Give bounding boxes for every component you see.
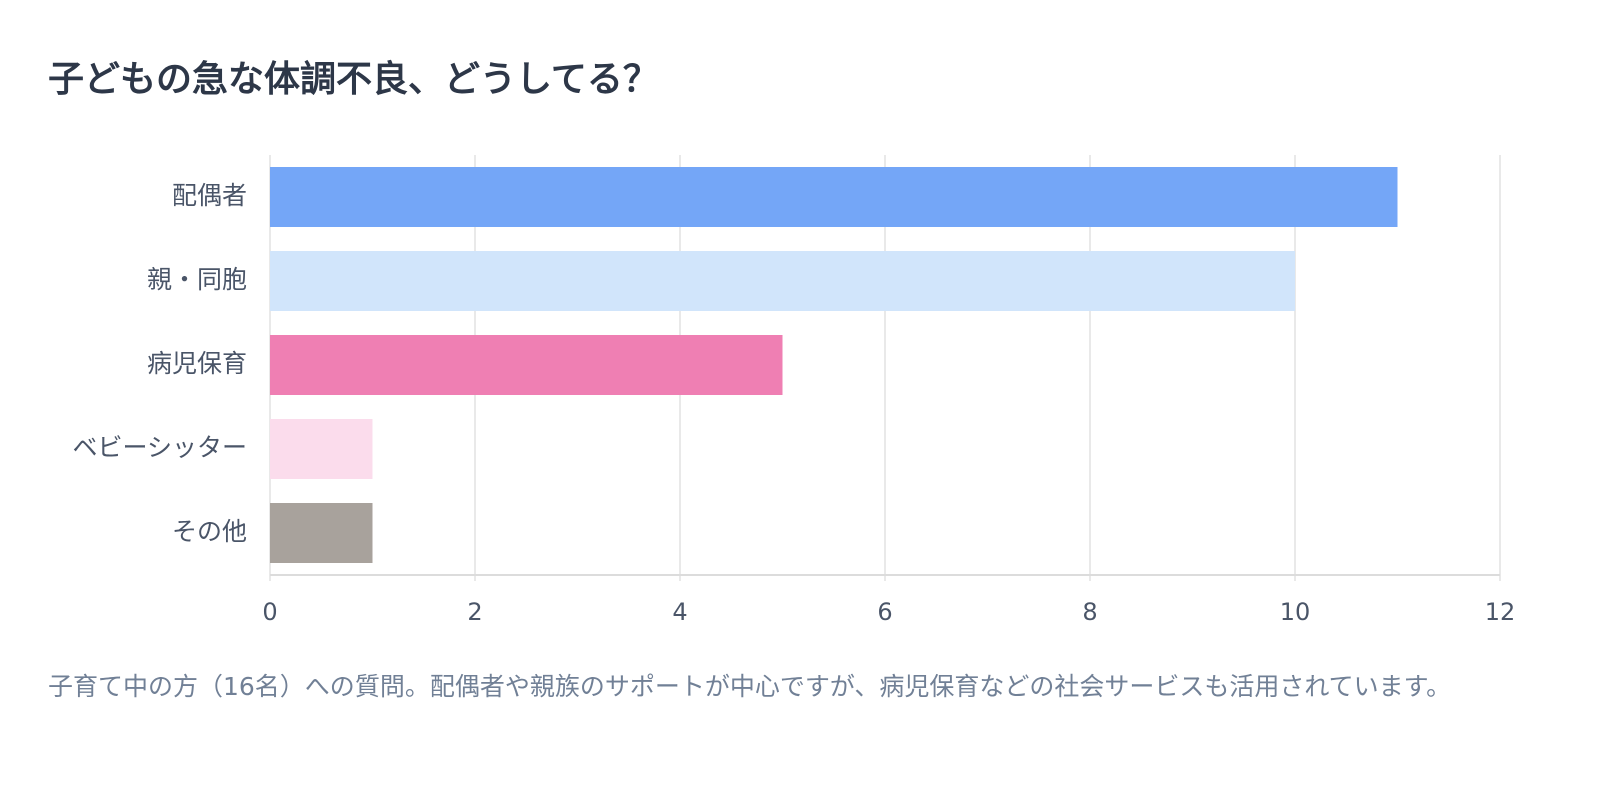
x-tick-label: 0: [262, 598, 277, 626]
bar: [270, 419, 373, 479]
y-tick-label: 病児保育: [147, 349, 247, 378]
x-tick-label: 10: [1280, 598, 1311, 626]
bar: [270, 251, 1295, 311]
y-tick-label: 配偶者: [172, 181, 247, 210]
caption: 子育て中の方（16名）への質問。配偶者や親族のサポートが中心ですが、病児保育など…: [48, 672, 1452, 701]
bar: [270, 335, 783, 395]
y-tick-label: その他: [172, 517, 247, 546]
x-tick-label: 8: [1082, 598, 1097, 626]
bar: [270, 503, 373, 563]
y-tick-label: 親・同胞: [147, 265, 247, 294]
x-tick-label: 4: [672, 598, 687, 626]
chart-title: 子どもの急な体調不良、どうしてる？: [48, 59, 659, 100]
x-tick-label: 2: [467, 598, 482, 626]
bar: [270, 167, 1398, 227]
x-tick-label: 6: [877, 598, 892, 626]
y-tick-label: ベビーシッター: [72, 433, 247, 462]
x-tick-label: 12: [1485, 598, 1516, 626]
